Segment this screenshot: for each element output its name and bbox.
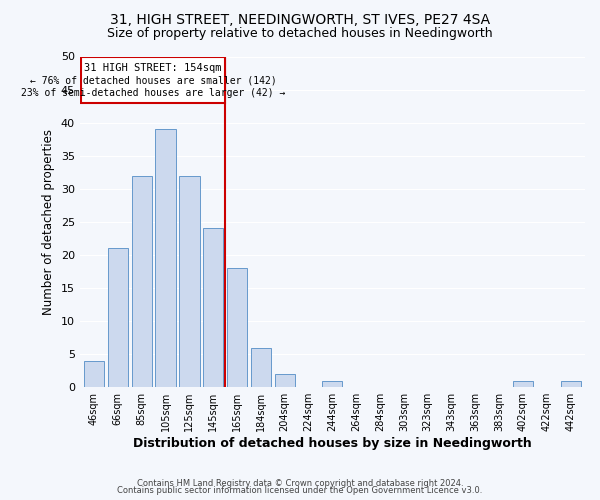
Text: Contains public sector information licensed under the Open Government Licence v3: Contains public sector information licen…	[118, 486, 482, 495]
Y-axis label: Number of detached properties: Number of detached properties	[42, 129, 55, 315]
Bar	[108, 248, 128, 387]
Bar	[513, 380, 533, 387]
Text: 31 HIGH STREET: 154sqm: 31 HIGH STREET: 154sqm	[84, 63, 222, 73]
Text: Size of property relative to detached houses in Needingworth: Size of property relative to detached ho…	[107, 28, 493, 40]
Bar	[179, 176, 200, 387]
Bar	[251, 348, 271, 387]
X-axis label: Distribution of detached houses by size in Needingworth: Distribution of detached houses by size …	[133, 437, 532, 450]
Bar	[131, 176, 152, 387]
Text: 23% of semi-detached houses are larger (42) →: 23% of semi-detached houses are larger (…	[21, 88, 285, 98]
Bar	[275, 374, 295, 387]
Text: 31, HIGH STREET, NEEDINGWORTH, ST IVES, PE27 4SA: 31, HIGH STREET, NEEDINGWORTH, ST IVES, …	[110, 12, 490, 26]
Text: Contains HM Land Registry data © Crown copyright and database right 2024.: Contains HM Land Registry data © Crown c…	[137, 478, 463, 488]
Bar	[203, 228, 223, 387]
Text: ← 76% of detached houses are smaller (142): ← 76% of detached houses are smaller (14…	[29, 75, 277, 85]
Bar	[155, 130, 176, 387]
FancyBboxPatch shape	[81, 56, 225, 103]
Bar	[227, 268, 247, 387]
Bar	[84, 361, 104, 387]
Bar	[560, 380, 581, 387]
Bar	[322, 380, 343, 387]
